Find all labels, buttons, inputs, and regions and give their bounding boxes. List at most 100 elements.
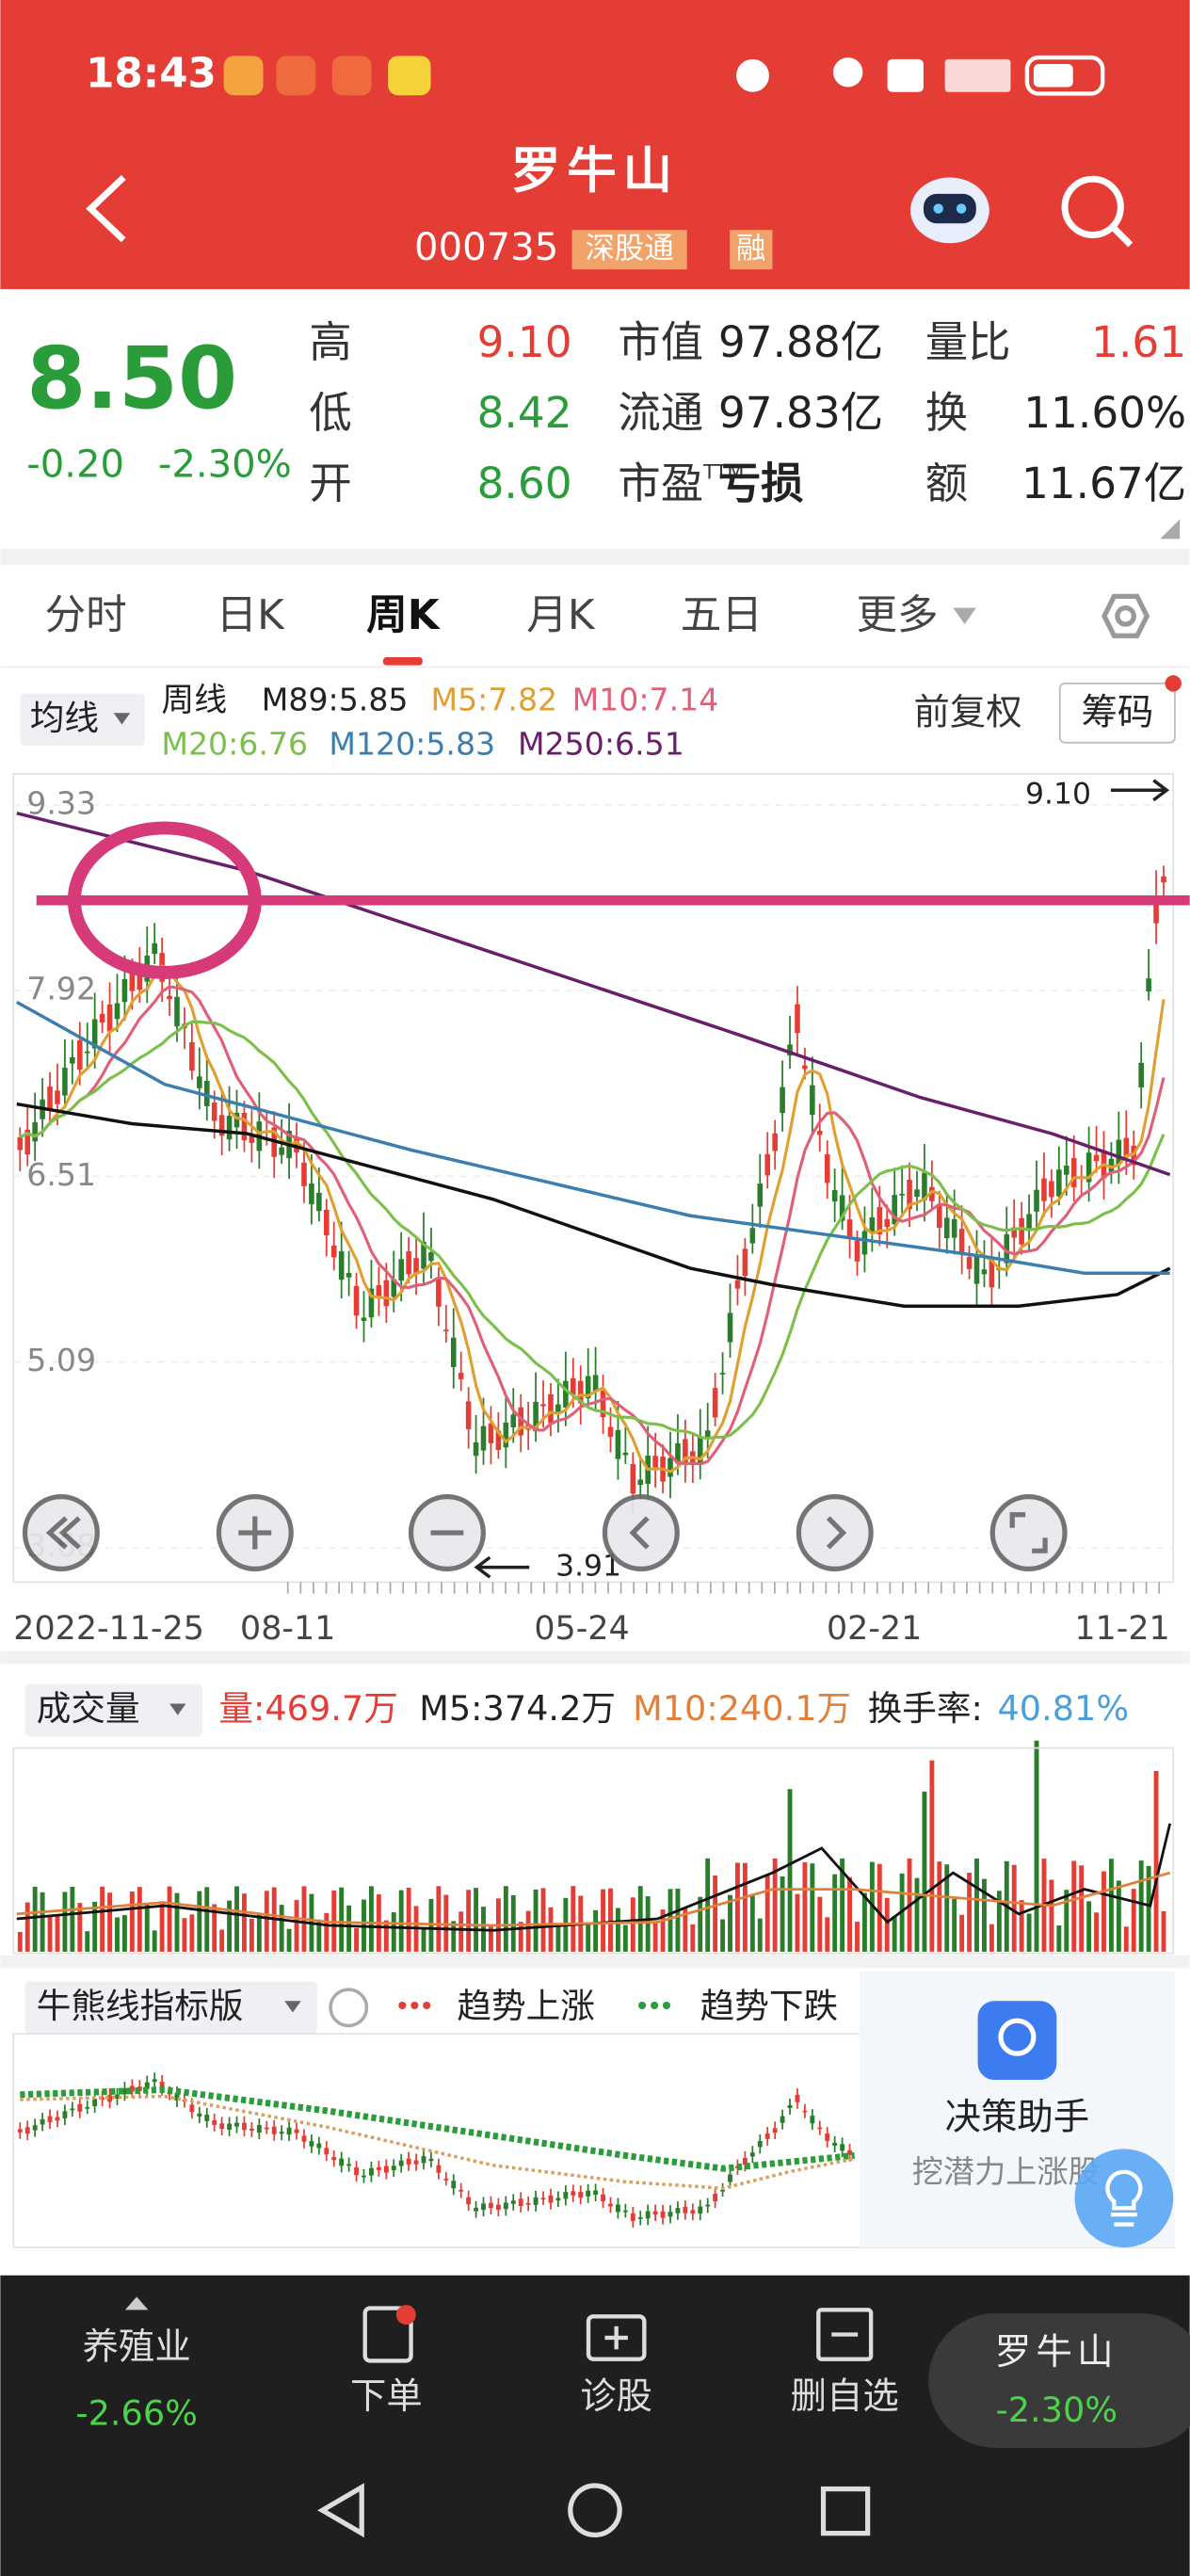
tab[interactable]: 日K xyxy=(216,592,285,639)
volume-bar xyxy=(720,1919,726,1952)
volume-bar xyxy=(1146,1865,1151,1952)
price-label: 9.33 xyxy=(26,785,96,822)
bull-bear-line xyxy=(20,2086,856,2172)
mini-candle xyxy=(346,2164,352,2166)
candle-body xyxy=(330,1245,337,1258)
mini-candle xyxy=(391,2165,396,2171)
candle-body xyxy=(129,969,136,991)
candle-body xyxy=(316,1192,322,1212)
volume-bar xyxy=(159,1901,165,1952)
mini-candle xyxy=(728,2174,732,2182)
back-button[interactable] xyxy=(86,174,126,243)
candle-body xyxy=(757,1183,764,1207)
action-label[interactable]: 诊股 xyxy=(580,2375,652,2418)
volume-bar xyxy=(339,1887,345,1952)
volume-bar xyxy=(1086,1901,1092,1952)
mini-candle xyxy=(481,2203,486,2211)
mini-candle xyxy=(174,2092,180,2101)
volume-bar xyxy=(174,1892,180,1952)
candle-body xyxy=(17,1136,24,1151)
candle-body xyxy=(421,1241,426,1269)
candle-body xyxy=(1123,1137,1130,1158)
candle-body xyxy=(697,1437,703,1465)
candle-body xyxy=(197,1076,202,1088)
volume-bar xyxy=(1116,1880,1121,1952)
volume-bar xyxy=(615,1908,620,1952)
volume-bar xyxy=(227,1900,233,1952)
mini-candle xyxy=(652,2211,658,2214)
candle-body xyxy=(802,1065,808,1070)
tab[interactable]: 月K xyxy=(526,592,596,639)
sector-name[interactable]: 养殖业 xyxy=(83,2326,191,2369)
mini-candle xyxy=(286,2127,292,2135)
mini-candle xyxy=(24,2127,30,2134)
action-label[interactable]: 下单 xyxy=(350,2375,423,2418)
action-label[interactable]: 删自选 xyxy=(791,2375,899,2418)
candle-body xyxy=(630,1464,636,1494)
candle-body xyxy=(943,1217,950,1239)
mini-candle xyxy=(466,2197,472,2205)
stat-label: 量比 xyxy=(925,317,1011,367)
volume-bar xyxy=(32,1886,38,1952)
change: -0.20 xyxy=(26,443,124,487)
expand-icon[interactable] xyxy=(1160,519,1181,539)
assistant-icon-glyph xyxy=(998,2018,1037,2056)
ma-selector[interactable] xyxy=(20,693,145,747)
volume-bar xyxy=(1064,1890,1069,1952)
candle-body xyxy=(937,1203,942,1228)
volume-bar xyxy=(129,1892,135,1952)
stat-label: 额 xyxy=(925,459,968,508)
chart-controls[interactable] xyxy=(22,1493,1068,1571)
mini-candle xyxy=(421,2156,426,2164)
candle-body xyxy=(203,1080,210,1106)
robot-icon[interactable] xyxy=(910,177,989,244)
help-icon[interactable] xyxy=(329,1988,369,2028)
stat-value: 97.83亿 xyxy=(718,388,883,438)
gesture-nav[interactable] xyxy=(317,2483,871,2538)
stat-value: 8.42 xyxy=(477,388,572,438)
mini-candle xyxy=(817,2127,823,2130)
dropdown-icon xyxy=(284,2001,301,2013)
search-button[interactable] xyxy=(1061,175,1134,248)
volume-bar xyxy=(952,1898,957,1952)
volume-bar xyxy=(256,1913,262,1952)
volume-bar xyxy=(107,1892,112,1952)
date-label: 11-21 xyxy=(1074,1610,1169,1648)
candle-body xyxy=(376,1285,382,1296)
volume-bar xyxy=(115,1917,120,1952)
stat-value: 1.61 xyxy=(1091,317,1186,367)
volume-selector[interactable] xyxy=(24,1683,202,1737)
volume-bar xyxy=(772,1858,778,1952)
volume-selector-text: 成交量 xyxy=(37,1688,140,1729)
lightbulb-button[interactable] xyxy=(1074,2149,1174,2248)
mini-candle xyxy=(129,2085,135,2092)
date-label: 05-24 xyxy=(534,1610,629,1648)
volume-bar xyxy=(660,1909,666,1952)
chart-frame xyxy=(12,772,1175,1584)
mini-candle xyxy=(92,2099,98,2107)
candle-body xyxy=(1108,1158,1115,1172)
tab[interactable]: 五日 xyxy=(681,592,763,639)
stat-value: 9.10 xyxy=(477,317,572,367)
volume-bar xyxy=(249,1918,254,1952)
candle-body xyxy=(406,1251,411,1275)
tab[interactable]: 周K xyxy=(366,592,442,639)
chips-button[interactable] xyxy=(1058,683,1176,744)
settings-button[interactable] xyxy=(1101,593,1150,638)
tab[interactable]: 分时 xyxy=(44,592,126,639)
candle-body xyxy=(884,1218,891,1228)
mini-candle xyxy=(645,2211,651,2219)
tab[interactable]: 更多 xyxy=(856,592,938,639)
mini-candle xyxy=(832,2142,838,2146)
date-label: 08-11 xyxy=(240,1610,335,1648)
volume-bar xyxy=(144,1903,150,1952)
candle-body xyxy=(189,1041,195,1071)
candle-body xyxy=(436,1277,442,1307)
volume-bar xyxy=(1019,1900,1024,1952)
indicator-selector[interactable] xyxy=(24,1981,318,2035)
volume-bar xyxy=(1056,1925,1062,1952)
candle-body xyxy=(951,1218,957,1238)
adjust-button[interactable]: 前复权 xyxy=(914,692,1022,734)
mini-candle xyxy=(474,2207,479,2212)
stock-pill[interactable] xyxy=(928,2312,1190,2448)
